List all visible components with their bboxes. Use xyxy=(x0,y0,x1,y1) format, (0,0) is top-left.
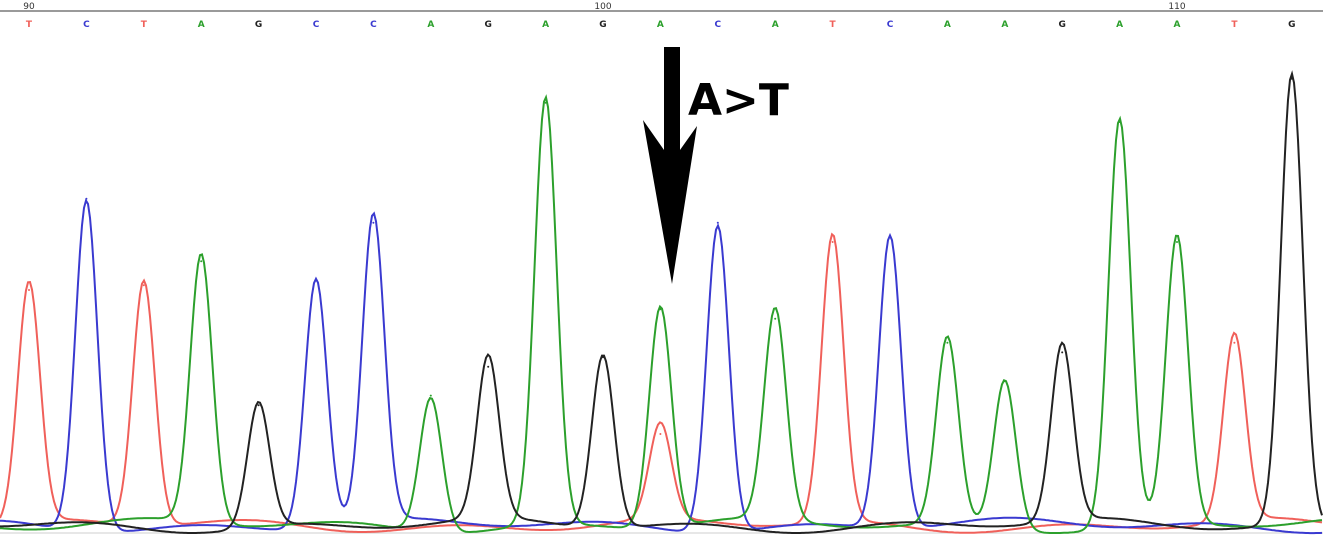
down-arrow-icon xyxy=(643,47,697,284)
peak-G xyxy=(487,365,490,368)
peak-A xyxy=(946,341,949,344)
base-call-A: A xyxy=(427,20,434,30)
peak-A xyxy=(429,394,432,397)
trace-A xyxy=(0,94,1323,534)
base-call-T: T xyxy=(141,20,148,30)
base-call-A: A xyxy=(198,20,205,30)
base-call-G: G xyxy=(1059,20,1066,30)
peak-C xyxy=(889,236,891,239)
base-call-C: C xyxy=(313,20,320,30)
trace-G xyxy=(0,70,1323,534)
position-ticks: 90 100 110 xyxy=(23,2,1186,12)
peak-T xyxy=(28,289,30,291)
trace-T xyxy=(0,232,1323,534)
base-call-C: C xyxy=(83,20,90,30)
peak-C xyxy=(372,221,375,224)
base-call-A: A xyxy=(772,20,779,30)
peak-G xyxy=(1061,351,1064,354)
peak-G xyxy=(257,404,260,407)
position-tick-label: 90 xyxy=(23,2,35,12)
base-call-A: A xyxy=(1174,20,1181,30)
mutation-annotation: A>T xyxy=(643,47,789,284)
peak-A xyxy=(544,101,547,104)
peak-A xyxy=(1176,241,1178,243)
base-call-G: G xyxy=(1288,20,1295,30)
peak-G xyxy=(1290,77,1293,80)
trace-layer xyxy=(0,70,1323,535)
base-call-C: C xyxy=(370,20,377,30)
base-call-C: C xyxy=(714,20,721,30)
peak-T xyxy=(831,241,834,243)
base-call-A: A xyxy=(1001,20,1008,30)
base-call-T: T xyxy=(26,20,33,30)
peak-C xyxy=(85,197,88,200)
base-call-G: G xyxy=(599,20,606,30)
peak-T xyxy=(659,433,662,435)
peak-A xyxy=(1118,121,1121,123)
base-call-G: G xyxy=(255,20,262,30)
peak-A xyxy=(200,260,203,263)
base-call-T: T xyxy=(830,20,837,30)
peak-T xyxy=(1233,341,1236,344)
peak-T xyxy=(142,284,145,287)
base-call-G: G xyxy=(485,20,492,30)
position-tick-label: 110 xyxy=(1168,2,1185,12)
base-call-T: T xyxy=(1231,20,1238,30)
trace-C xyxy=(0,197,1323,535)
peak-C xyxy=(716,221,719,224)
peak-G xyxy=(602,356,604,359)
base-call-C: C xyxy=(887,20,894,30)
mutation-label: A>T xyxy=(688,75,789,126)
base-call-A: A xyxy=(657,20,664,30)
peak-C xyxy=(315,279,317,282)
peak-A xyxy=(659,308,662,311)
base-call-A: A xyxy=(944,20,951,30)
peak-A xyxy=(774,317,777,320)
position-tick-label: 100 xyxy=(594,2,611,12)
base-call-A: A xyxy=(1116,20,1123,30)
peak-A xyxy=(1003,380,1006,383)
base-call-A: A xyxy=(542,20,549,30)
